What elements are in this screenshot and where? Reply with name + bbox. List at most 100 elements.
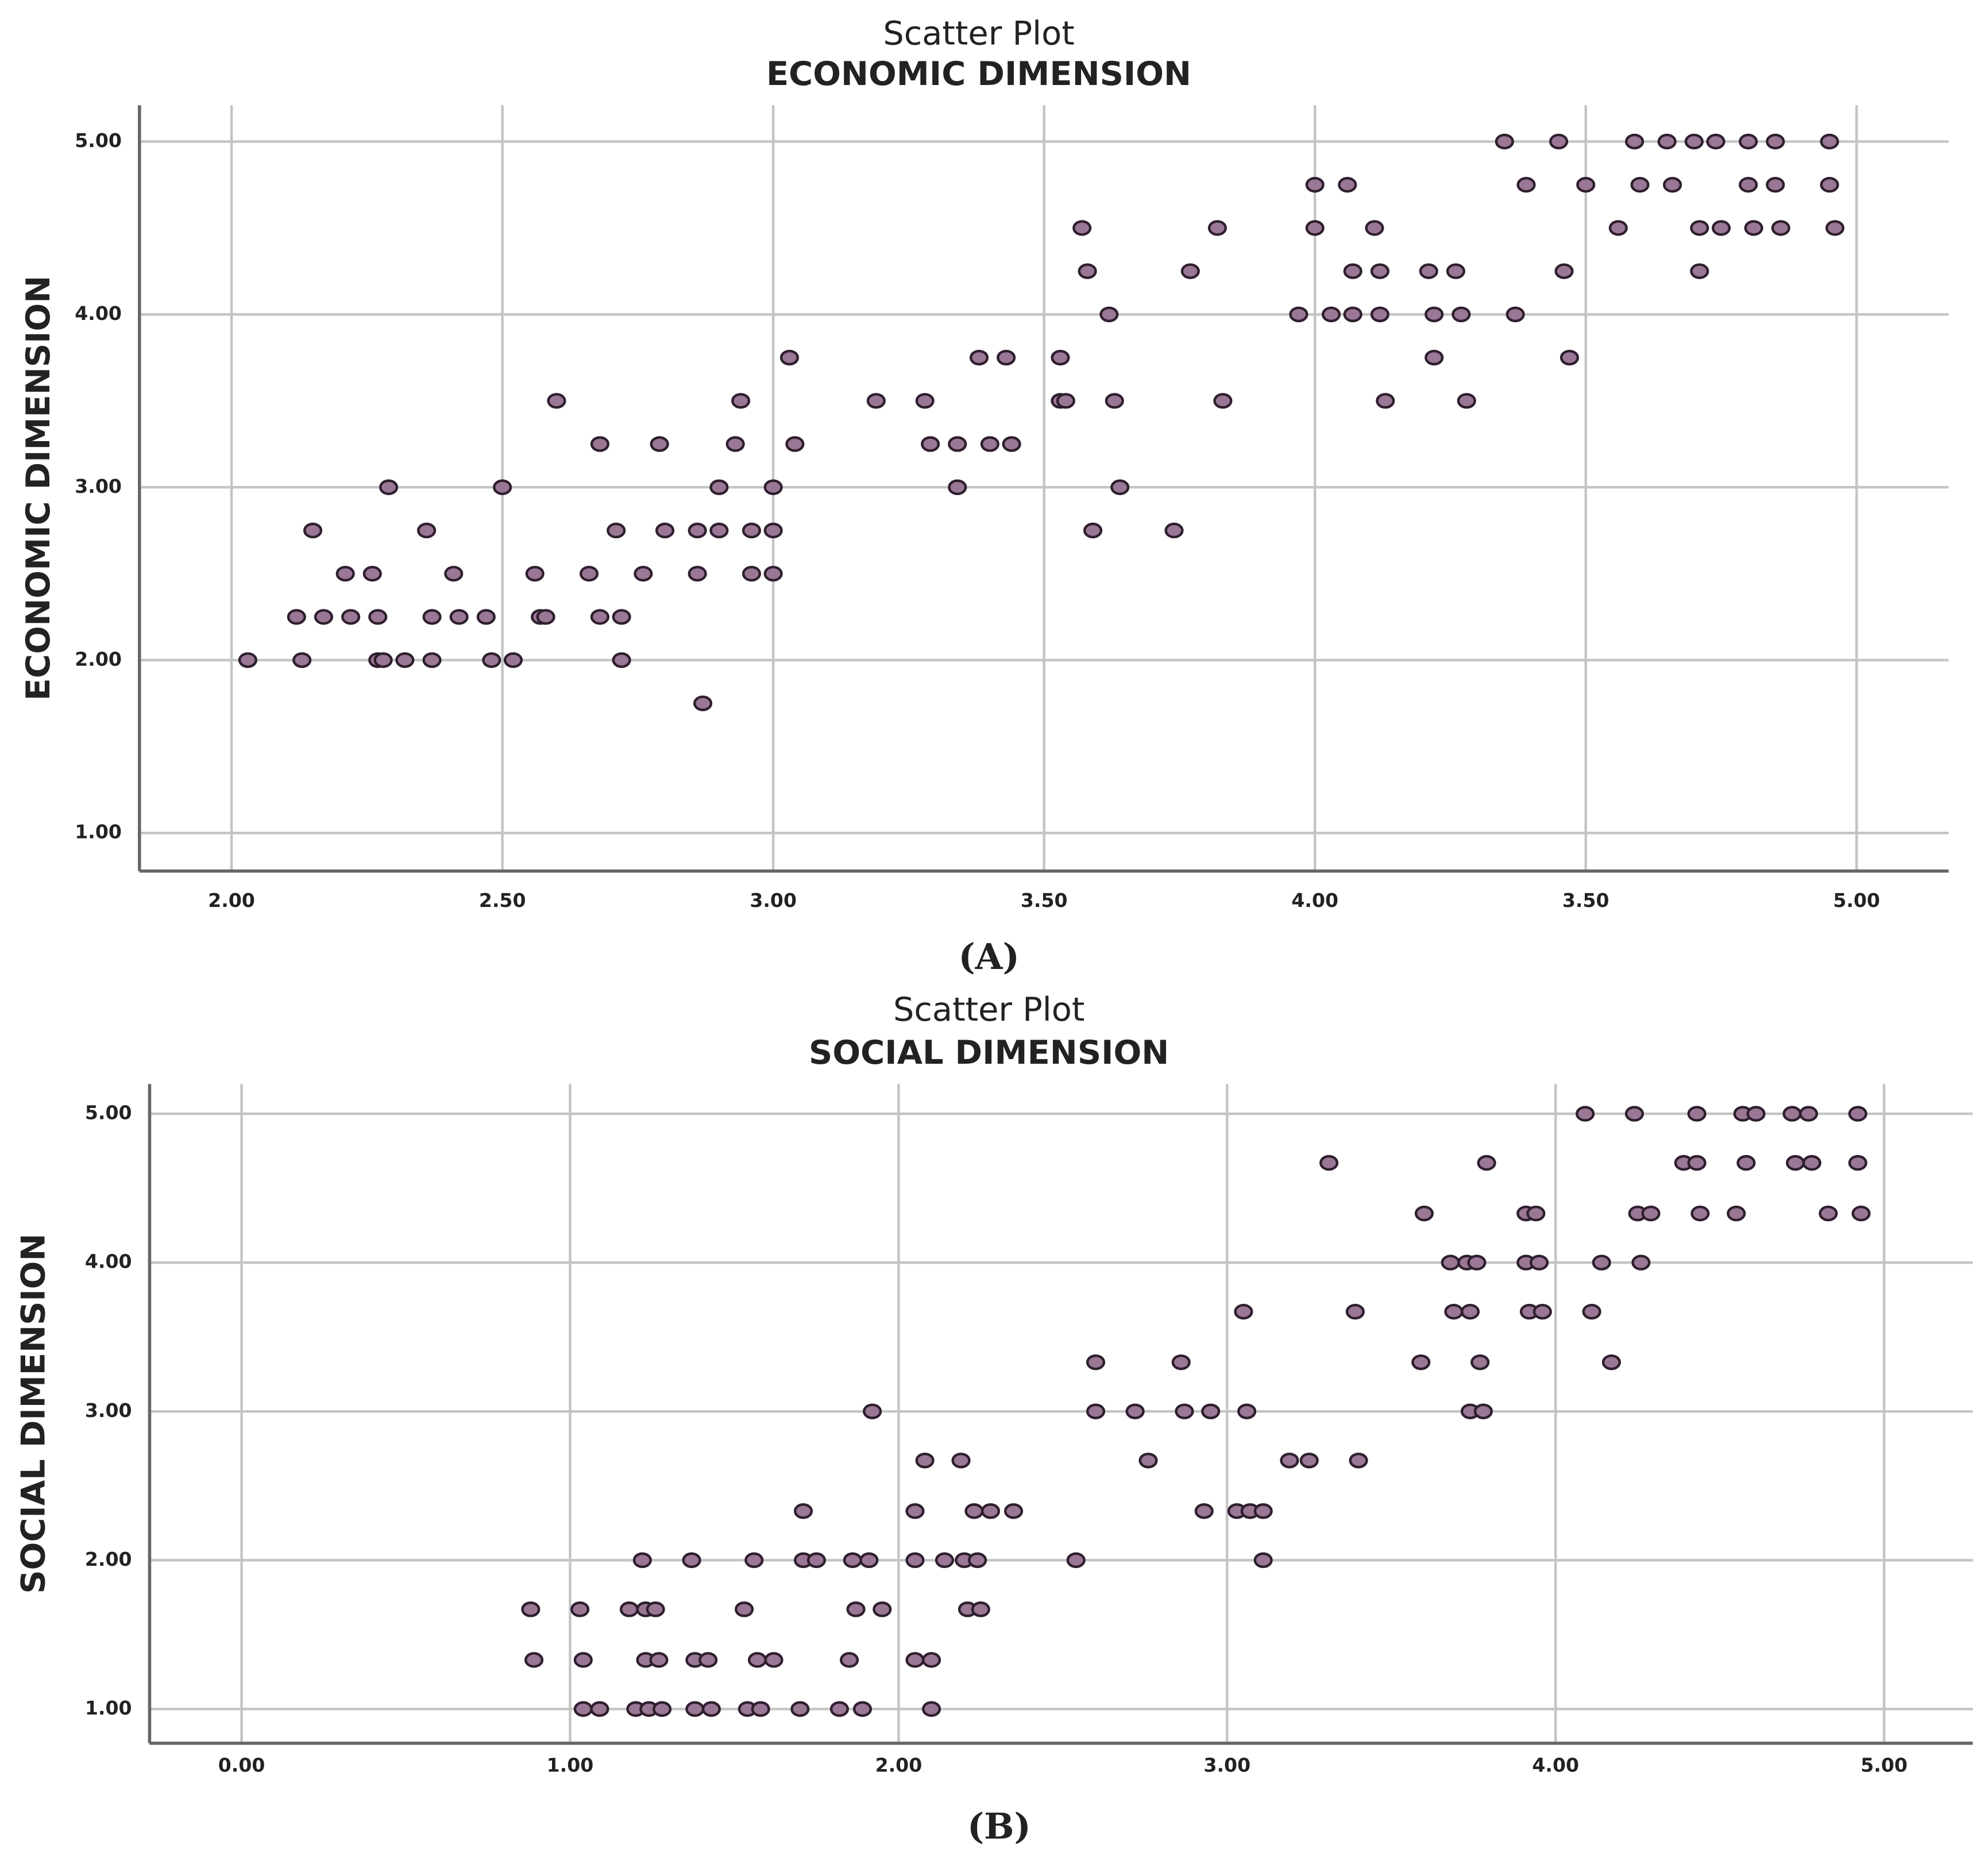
scatter-point — [922, 1701, 941, 1717]
scatter-point — [915, 1453, 935, 1469]
scatter-point — [1608, 220, 1628, 236]
scatter-point — [964, 1503, 984, 1519]
scatter-point — [1411, 1354, 1431, 1370]
scatter-point — [368, 609, 388, 625]
scatter-point — [1706, 133, 1725, 150]
scatter-point — [1105, 393, 1124, 409]
scatter-point — [682, 1552, 701, 1569]
scatter-point — [1414, 1205, 1434, 1222]
scatter-point — [590, 609, 609, 625]
x-tick-label: 4.00 — [1532, 1754, 1579, 1776]
scatter-point — [790, 1701, 810, 1717]
scatter-point — [806, 1552, 826, 1569]
scatter-point — [1099, 306, 1119, 323]
scatter-point — [1441, 1254, 1460, 1271]
x-tick-label: 2.00 — [208, 889, 255, 912]
scatter-point — [735, 1601, 754, 1617]
scatter-point — [653, 1701, 672, 1717]
scatter-point — [1554, 263, 1574, 279]
scatter-point — [335, 566, 355, 582]
scatter-point — [709, 479, 729, 496]
scatter-point — [709, 522, 729, 539]
scatter-point — [1452, 306, 1471, 323]
y-tick-label: 5.00 — [75, 129, 122, 152]
scatter-point — [1690, 220, 1709, 236]
scatter-point — [1066, 1552, 1086, 1569]
scatter-point — [655, 522, 675, 539]
scatter-point — [829, 1701, 850, 1717]
scatter-point — [905, 1652, 925, 1668]
scatter-point — [859, 1552, 879, 1569]
scatter-point — [980, 436, 999, 452]
scatter-point — [422, 609, 442, 625]
scatter-point — [632, 1552, 652, 1569]
scatter-point — [1072, 220, 1092, 236]
scatter-point — [444, 566, 464, 582]
scatter-point — [688, 566, 707, 582]
scatter-point — [1848, 1106, 1867, 1122]
scatter-point — [843, 1552, 862, 1569]
x-tick-label: 1.00 — [547, 1754, 594, 1776]
scatter-point — [1663, 177, 1682, 193]
y-tick-label: 1.00 — [85, 1697, 132, 1719]
scatter-point — [997, 349, 1016, 366]
scatter-point — [1365, 220, 1384, 236]
scatter-point — [287, 609, 306, 625]
scatter-point — [971, 1601, 990, 1617]
scatter-point — [1530, 1254, 1549, 1271]
scatter-point — [1802, 1154, 1821, 1171]
scatter-point — [866, 393, 886, 409]
scatter-point — [1280, 1453, 1299, 1469]
scatter-point — [764, 1652, 783, 1668]
chart-subtitle: ECONOMIC DIMENSION — [766, 55, 1191, 93]
scatter-point — [607, 522, 626, 539]
scatter-point — [612, 609, 631, 625]
scatter-point — [1444, 1303, 1464, 1320]
scatter-point — [1516, 177, 1536, 193]
scatter-point — [476, 609, 496, 625]
scatter-point — [1086, 1354, 1106, 1370]
scatter-point — [1253, 1552, 1273, 1569]
y-tick-label: 3.00 — [85, 1399, 132, 1422]
scatter-point — [744, 1552, 764, 1569]
chart-title: Scatter Plot — [893, 990, 1084, 1029]
x-tick-label: 0.00 — [218, 1754, 265, 1776]
scatter-point — [793, 1503, 813, 1519]
scatter-point — [693, 695, 713, 712]
scatter-point — [948, 436, 967, 452]
scatter-point — [915, 393, 935, 409]
scatter-point — [590, 436, 609, 452]
scatter-point — [1690, 263, 1709, 279]
scatter-point — [1506, 306, 1525, 323]
x-tick-label: 3.00 — [1203, 1754, 1250, 1776]
scatter-point — [1457, 393, 1476, 409]
scatter-point — [1446, 263, 1465, 279]
scatter-point — [373, 652, 393, 668]
scatter-point — [1419, 263, 1438, 279]
scatter-point — [1110, 479, 1130, 496]
scatter-point — [1125, 1403, 1145, 1419]
scatter-point — [238, 652, 257, 668]
y-tick-label: 4.00 — [85, 1250, 132, 1273]
scatter-point — [1771, 220, 1790, 236]
scatter-point — [1289, 306, 1308, 323]
scatter-point — [1559, 349, 1579, 366]
scatter-point — [951, 1453, 971, 1469]
scatter-point — [362, 566, 382, 582]
scatter-point — [725, 436, 745, 452]
y-tick-label: 2.00 — [75, 648, 122, 670]
scatter-point — [634, 566, 653, 582]
scatter-point — [482, 652, 501, 668]
scatter-point — [525, 566, 545, 582]
scatter-point — [646, 1601, 665, 1617]
scatter-point — [1467, 1254, 1487, 1271]
x-tick-label: 3.00 — [750, 889, 797, 912]
scatter-point — [1736, 1154, 1756, 1171]
scatter-point — [1470, 1354, 1490, 1370]
scatter-point — [1526, 1205, 1546, 1222]
scatter-point — [742, 566, 761, 582]
scatter-point — [1338, 177, 1357, 193]
scatter-point — [1766, 133, 1785, 150]
scatter-point — [751, 1701, 770, 1717]
